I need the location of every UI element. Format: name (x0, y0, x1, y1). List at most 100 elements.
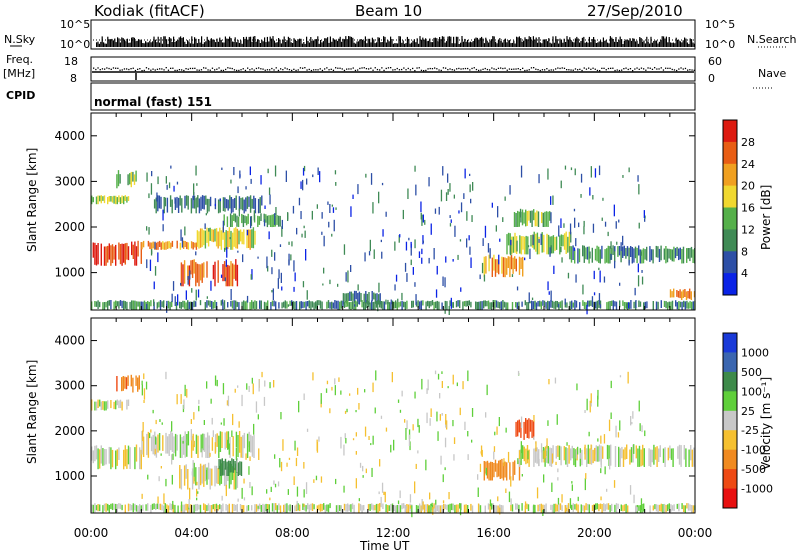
echo-cell (194, 242, 196, 248)
echo-cell (249, 195, 252, 213)
echo-cell (521, 474, 523, 477)
echo-cell (198, 198, 201, 214)
echo-cell (531, 300, 533, 310)
nave-point (541, 69, 544, 71)
echo-cell (556, 504, 558, 512)
echo-cell (630, 300, 632, 309)
echo-cell (642, 248, 645, 264)
nsky-bar (398, 36, 400, 47)
echo-cell (158, 503, 160, 510)
nsky-bar (307, 40, 309, 47)
echo-cell (288, 241, 290, 245)
echo-cell (511, 236, 513, 255)
echo-cell (626, 246, 629, 257)
echo-cell (555, 503, 557, 512)
nsky-bar (626, 39, 628, 47)
nave-point (425, 69, 427, 72)
echo-cell (299, 301, 301, 310)
echo-cell (499, 507, 501, 515)
nsky-bar (385, 42, 387, 47)
echo-cell (142, 504, 144, 511)
nave-point (429, 67, 431, 70)
echo-cell (493, 462, 495, 478)
nsky-bar (534, 39, 536, 47)
echo-cell (403, 503, 405, 509)
echo-cell (433, 248, 435, 260)
time-tick-label: 20:00 (577, 526, 612, 540)
echo-cell (241, 231, 243, 245)
echo-cell (467, 454, 469, 460)
nsky-bar (433, 37, 435, 47)
nave-point (99, 69, 101, 71)
echo-cell (245, 197, 247, 212)
echo-cell (127, 174, 129, 186)
echo-cell (504, 257, 506, 278)
echo-cell (552, 235, 555, 254)
nsky-bar (345, 36, 347, 47)
echo-cell (134, 503, 136, 511)
echo-cell (684, 505, 686, 513)
echo-cell (193, 476, 195, 484)
echo-cell (259, 197, 261, 213)
echo-cell (455, 300, 458, 308)
echo-cell (569, 301, 571, 310)
echo-cell (613, 204, 615, 217)
echo-cell (193, 183, 195, 196)
echo-cell (410, 241, 412, 248)
echo-cell (363, 505, 365, 511)
echo-cell (355, 300, 357, 310)
echo-cell (420, 300, 422, 310)
echo-cell (570, 448, 572, 461)
echo-cell (149, 242, 151, 249)
nave-point (390, 67, 392, 69)
colorbar-tick-label: -25 (741, 424, 759, 437)
echo-cell (678, 248, 680, 261)
echo-cell (226, 461, 228, 476)
echo-cell (103, 449, 106, 466)
echo-cell (425, 504, 427, 512)
nave-point (414, 70, 416, 72)
echo-cell (628, 247, 630, 264)
nave-point (277, 69, 280, 72)
echo-cell (198, 467, 200, 490)
echo-cell (578, 222, 580, 228)
echo-cell (617, 246, 619, 257)
nave-point (662, 69, 665, 71)
echo-cell (445, 192, 448, 201)
echo-cell (307, 301, 309, 307)
echo-cell (555, 446, 557, 459)
echo-cell (657, 301, 659, 310)
echo-cell (393, 301, 395, 309)
echo-cell (582, 300, 584, 306)
echo-cell (690, 445, 692, 461)
nsky-bar (308, 42, 310, 47)
echo-cell (238, 196, 241, 211)
echo-cell (566, 448, 569, 467)
nsky-bar (628, 40, 630, 47)
echo-cell (422, 235, 424, 245)
echo-cell (268, 231, 270, 240)
echo-region (515, 418, 535, 440)
nsky-bar (335, 39, 337, 47)
echo-cell (610, 444, 612, 466)
nsky-bar (257, 39, 259, 47)
echo-cell (436, 505, 438, 512)
scatter-echoes (146, 165, 646, 315)
colorbar-tick-label: -1000 (741, 483, 773, 496)
nave-point (121, 69, 123, 71)
nsky-bar (679, 41, 681, 47)
echo-cell (385, 299, 387, 305)
echo-cell (365, 173, 367, 178)
echo-cell (396, 505, 398, 513)
echo-cell (332, 302, 334, 309)
echo-cell (179, 467, 181, 479)
echo-cell (607, 231, 609, 237)
nave-point (365, 68, 368, 70)
echo-cell (569, 246, 571, 260)
echo-cell (171, 293, 173, 303)
echo-cell (523, 421, 525, 440)
echo-region (92, 240, 142, 266)
echo-cell (380, 496, 382, 508)
echo-cell (407, 504, 410, 513)
echo-cell (518, 211, 520, 227)
